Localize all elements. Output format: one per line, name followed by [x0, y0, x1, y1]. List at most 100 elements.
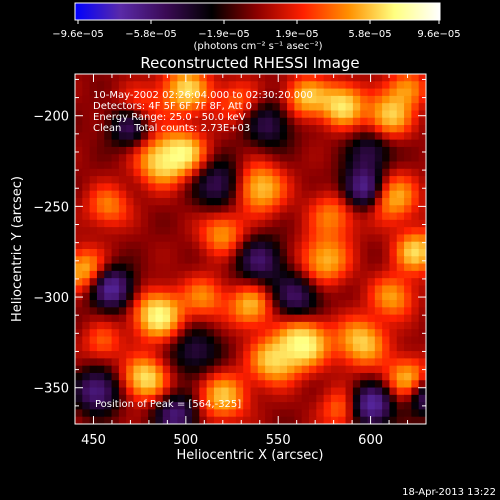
heatmap-cell [118, 336, 127, 345]
heatmap-cell [206, 351, 215, 359]
heatmap-cell [140, 176, 149, 184]
heatmap-cell [389, 176, 398, 184]
heatmap-cell [162, 161, 171, 170]
heatmap-cell [330, 81, 339, 90]
heatmap-cell [257, 416, 266, 424]
heatmap-cell [250, 263, 259, 272]
heatmap-cell [418, 234, 426, 243]
heatmap-cell [162, 394, 171, 403]
heatmap-cell [323, 409, 332, 418]
heatmap-cell [367, 103, 376, 112]
heatmap-cell [257, 117, 266, 126]
heatmap-cell [418, 103, 426, 112]
heatmap-cell [418, 307, 426, 316]
heatmap-cell [243, 402, 252, 411]
heatmap-cell [126, 329, 135, 338]
heatmap-cell [111, 351, 120, 359]
heatmap-cell [155, 227, 164, 236]
heatmap-cell [140, 343, 149, 352]
heatmap-cell [404, 314, 412, 323]
heatmap-cell [301, 314, 310, 323]
heatmap-cell [316, 125, 325, 133]
heatmap-cell [382, 212, 391, 221]
heatmap-cell [345, 227, 354, 236]
heatmap-cell [309, 321, 317, 330]
heatmap-cell [89, 161, 98, 170]
heatmap-cell [330, 249, 339, 257]
heatmap-cell [111, 365, 120, 374]
heatmap-cell [140, 300, 149, 308]
heatmap-cell [184, 416, 193, 424]
heatmap-cell [228, 387, 237, 396]
heatmap-cell [96, 380, 105, 389]
heatmap-cell [345, 125, 354, 133]
heatmap-cell [338, 227, 347, 236]
heatmap-cell [192, 219, 200, 228]
heatmap-cell [279, 321, 288, 330]
heatmap-cell [330, 168, 339, 177]
heatmap-cell [404, 351, 412, 359]
heatmap-cell [118, 314, 127, 323]
heatmap-cell [140, 409, 149, 418]
heatmap-cell [221, 139, 230, 148]
heatmap-cell [192, 212, 200, 221]
heatmap-cell [96, 263, 105, 272]
heatmap-cell [96, 212, 105, 221]
heatmap-cell [396, 88, 405, 97]
heatmap-cell [104, 212, 113, 221]
heatmap-cell [360, 351, 369, 359]
heatmap-cell [213, 117, 222, 126]
heatmap-cell [360, 161, 369, 170]
heatmap-cell [140, 139, 149, 148]
heatmap-cell [243, 292, 252, 301]
heatmap-cell [338, 176, 347, 184]
heatmap-cell [133, 95, 142, 104]
heatmap-cell [352, 205, 361, 214]
heatmap-cell [411, 190, 420, 199]
heatmap-cell [96, 197, 105, 206]
annotation-counts: Clean Total counts: 2.73E+03 [93, 123, 250, 134]
heatmap-cell [228, 103, 237, 112]
heatmap-cell [184, 154, 193, 163]
heatmap-cell [228, 168, 237, 177]
heatmap-cell [89, 110, 98, 119]
heatmap-cell [323, 227, 332, 236]
heatmap-cell [235, 95, 244, 104]
heatmap-cell [133, 256, 142, 265]
heatmap-cell [272, 88, 281, 97]
heatmap-cell [250, 372, 259, 381]
heatmap-cell [177, 263, 186, 272]
heatmap-cell [199, 263, 208, 272]
heatmap-cell [323, 321, 332, 330]
heatmap-cell [257, 372, 266, 381]
heatmap-cell [360, 409, 369, 418]
heatmap-cell [243, 278, 252, 287]
heatmap-cell [345, 329, 354, 338]
heatmap-cell [279, 285, 288, 294]
heatmap-cell [301, 117, 310, 126]
heatmap-cell [287, 321, 295, 330]
heatmap-cell [184, 212, 193, 221]
heatmap-cell [155, 307, 164, 316]
heatmap-cell [272, 161, 281, 170]
heatmap-cell [228, 351, 237, 359]
heatmap-cell [199, 241, 208, 250]
heatmap-cell [294, 270, 303, 279]
heatmap-cell [250, 314, 259, 323]
heatmap-cell [418, 270, 426, 279]
heatmap-cell [111, 263, 120, 272]
heatmap-cell [89, 365, 98, 374]
heatmap-cell [140, 212, 149, 221]
heatmap-cell [155, 212, 164, 221]
heatmap-cell [228, 380, 237, 389]
heatmap-cell [118, 168, 127, 177]
heatmap-cell [206, 81, 215, 90]
heatmap-cell [162, 358, 171, 367]
heatmap-cell [360, 314, 369, 323]
heatmap-cell [316, 132, 325, 141]
heatmap-cell [382, 372, 391, 381]
heatmap-cell [177, 416, 186, 424]
heatmap-cell [411, 372, 420, 381]
heatmap-cell [323, 154, 332, 163]
heatmap-cell [82, 241, 91, 250]
